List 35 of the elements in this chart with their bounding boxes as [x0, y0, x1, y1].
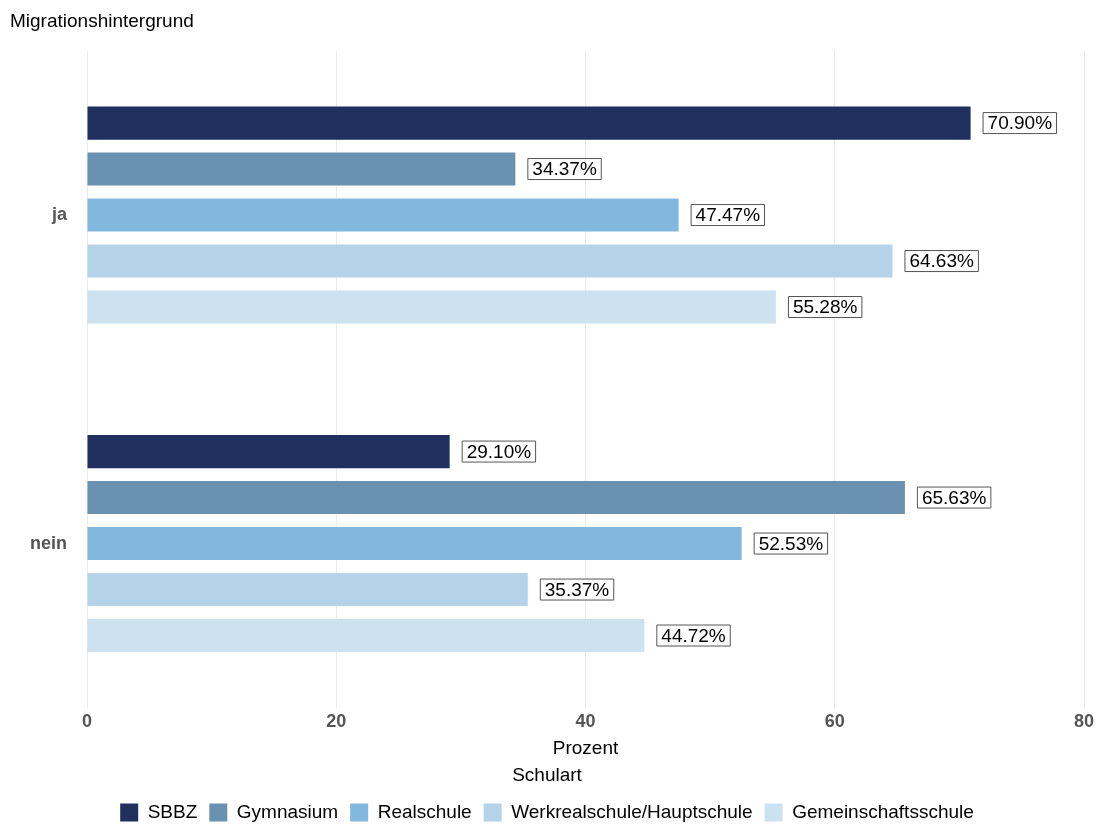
bar [87, 435, 450, 469]
bar [87, 526, 742, 561]
legend-label: SBBZ [147, 800, 198, 822]
legend-label: Gymnasium [236, 800, 339, 822]
x-axis-title: Prozent [552, 737, 619, 759]
bar [87, 152, 516, 186]
legend-label: Gemeinschaftsschule [792, 800, 974, 822]
data-label: 34.37% [532, 158, 597, 180]
x-tick-label: 40 [575, 710, 596, 731]
data-label: 29.10% [466, 440, 532, 462]
data-label: 64.63% [909, 250, 974, 272]
bar [87, 481, 905, 515]
legend-label: Realschule [377, 800, 472, 822]
y-tick-label: ja [50, 204, 68, 225]
bar [87, 618, 645, 653]
y-tick-label: nein [29, 532, 67, 553]
bar [87, 572, 528, 607]
legend-title: Schulart [512, 763, 583, 785]
bar [87, 244, 893, 278]
data-label: 70.90% [987, 112, 1053, 134]
bar [87, 106, 971, 140]
data-label: 65.63% [921, 486, 987, 508]
bar [87, 198, 679, 232]
data-label: 44.72% [661, 624, 726, 646]
x-tick-label: 80 [1073, 710, 1095, 731]
x-tick-label: 0 [81, 710, 93, 731]
bar [87, 290, 776, 324]
chart-title: Migrationshintergrund [10, 9, 194, 31]
x-tick-label: 60 [824, 710, 845, 731]
legend-label: Werkrealschule/Hauptschule [511, 800, 753, 822]
data-label: 35.37% [544, 578, 610, 600]
data-label: 47.47% [695, 204, 761, 226]
x-tick-label: 20 [326, 710, 347, 731]
data-label: 52.53% [758, 532, 824, 554]
data-label: 55.28% [792, 296, 858, 318]
